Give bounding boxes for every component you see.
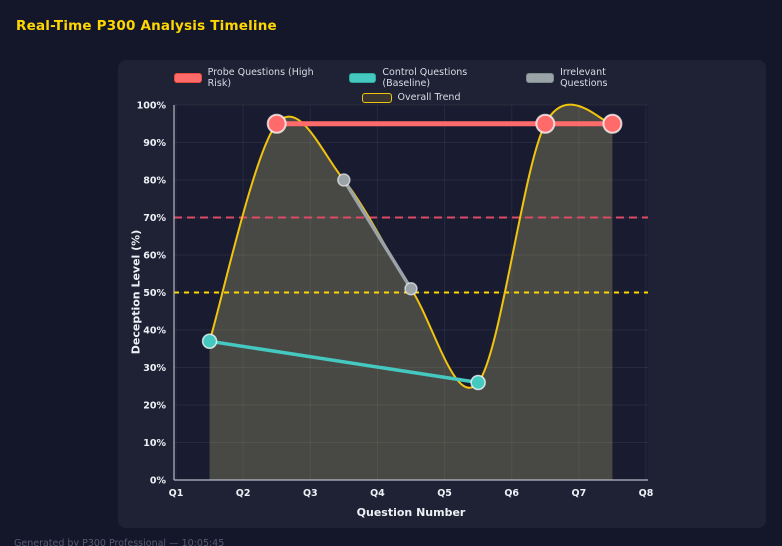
y-tick-label: 20%	[143, 401, 166, 412]
x-tick-label: Q4	[370, 488, 385, 499]
page-title: Real-Time P300 Analysis Timeline	[16, 18, 277, 34]
x-tick-label: Q6	[504, 488, 519, 499]
series-line-control-questions-baseline-	[207, 339, 480, 385]
footer-note: Generated by P300 Professional — 10:05:4…	[14, 538, 225, 546]
x-tick-label: Q3	[303, 488, 318, 499]
y-axis-title: Deception Level (%)	[129, 229, 143, 355]
chart-plot-area: 0% 10% 20% 30% 40% 50% 60% 70% 80% 90% 100% Q1 Q2 Q3 Q…	[118, 60, 766, 528]
y-tick-label: 100%	[137, 101, 167, 112]
x-tick-label: Q2	[236, 488, 251, 499]
series-marker-irrelevant-questions	[404, 282, 418, 296]
series-marker-probe-questions-high-risk-	[266, 113, 287, 134]
y-tick-label: 80%	[143, 176, 166, 187]
x-axis-title: Question Number	[356, 506, 466, 519]
x-tick-label: Q1	[169, 488, 184, 499]
y-tick-label: 70%	[143, 213, 166, 224]
x-tick-label: Q8	[639, 488, 654, 499]
series-line-irrelevant-questions	[342, 178, 413, 291]
y-tick-label: 0%	[150, 476, 167, 487]
chart-panel: 0% 10% 20% 30% 40% 50% 60% 70% 80% 90% 100% Q1 Q2 Q3 Q…	[118, 60, 766, 528]
y-tick-label: 50%	[143, 288, 166, 299]
y-tick-label: 30%	[143, 363, 166, 374]
x-tick-label: Q5	[437, 488, 452, 499]
series-marker-control-questions-baseline-	[470, 374, 486, 391]
chart-svg: 0% 10% 20% 30% 40% 50% 60% 70% 80% 90% 100% Q1 Q2 Q3 Q…	[137, 101, 654, 500]
series-marker-control-questions-baseline-	[201, 333, 218, 349]
y-tick-label: 60%	[143, 251, 166, 262]
x-tick-label: Q7	[572, 488, 587, 499]
y-tick-label: 90%	[143, 138, 166, 149]
y-tick-label: 10%	[143, 438, 166, 449]
series-marker-probe-questions-high-risk-	[535, 113, 556, 134]
series-marker-probe-questions-high-risk-	[602, 113, 623, 134]
series-marker-irrelevant-questions	[337, 173, 351, 187]
y-tick-label: 40%	[143, 326, 166, 337]
